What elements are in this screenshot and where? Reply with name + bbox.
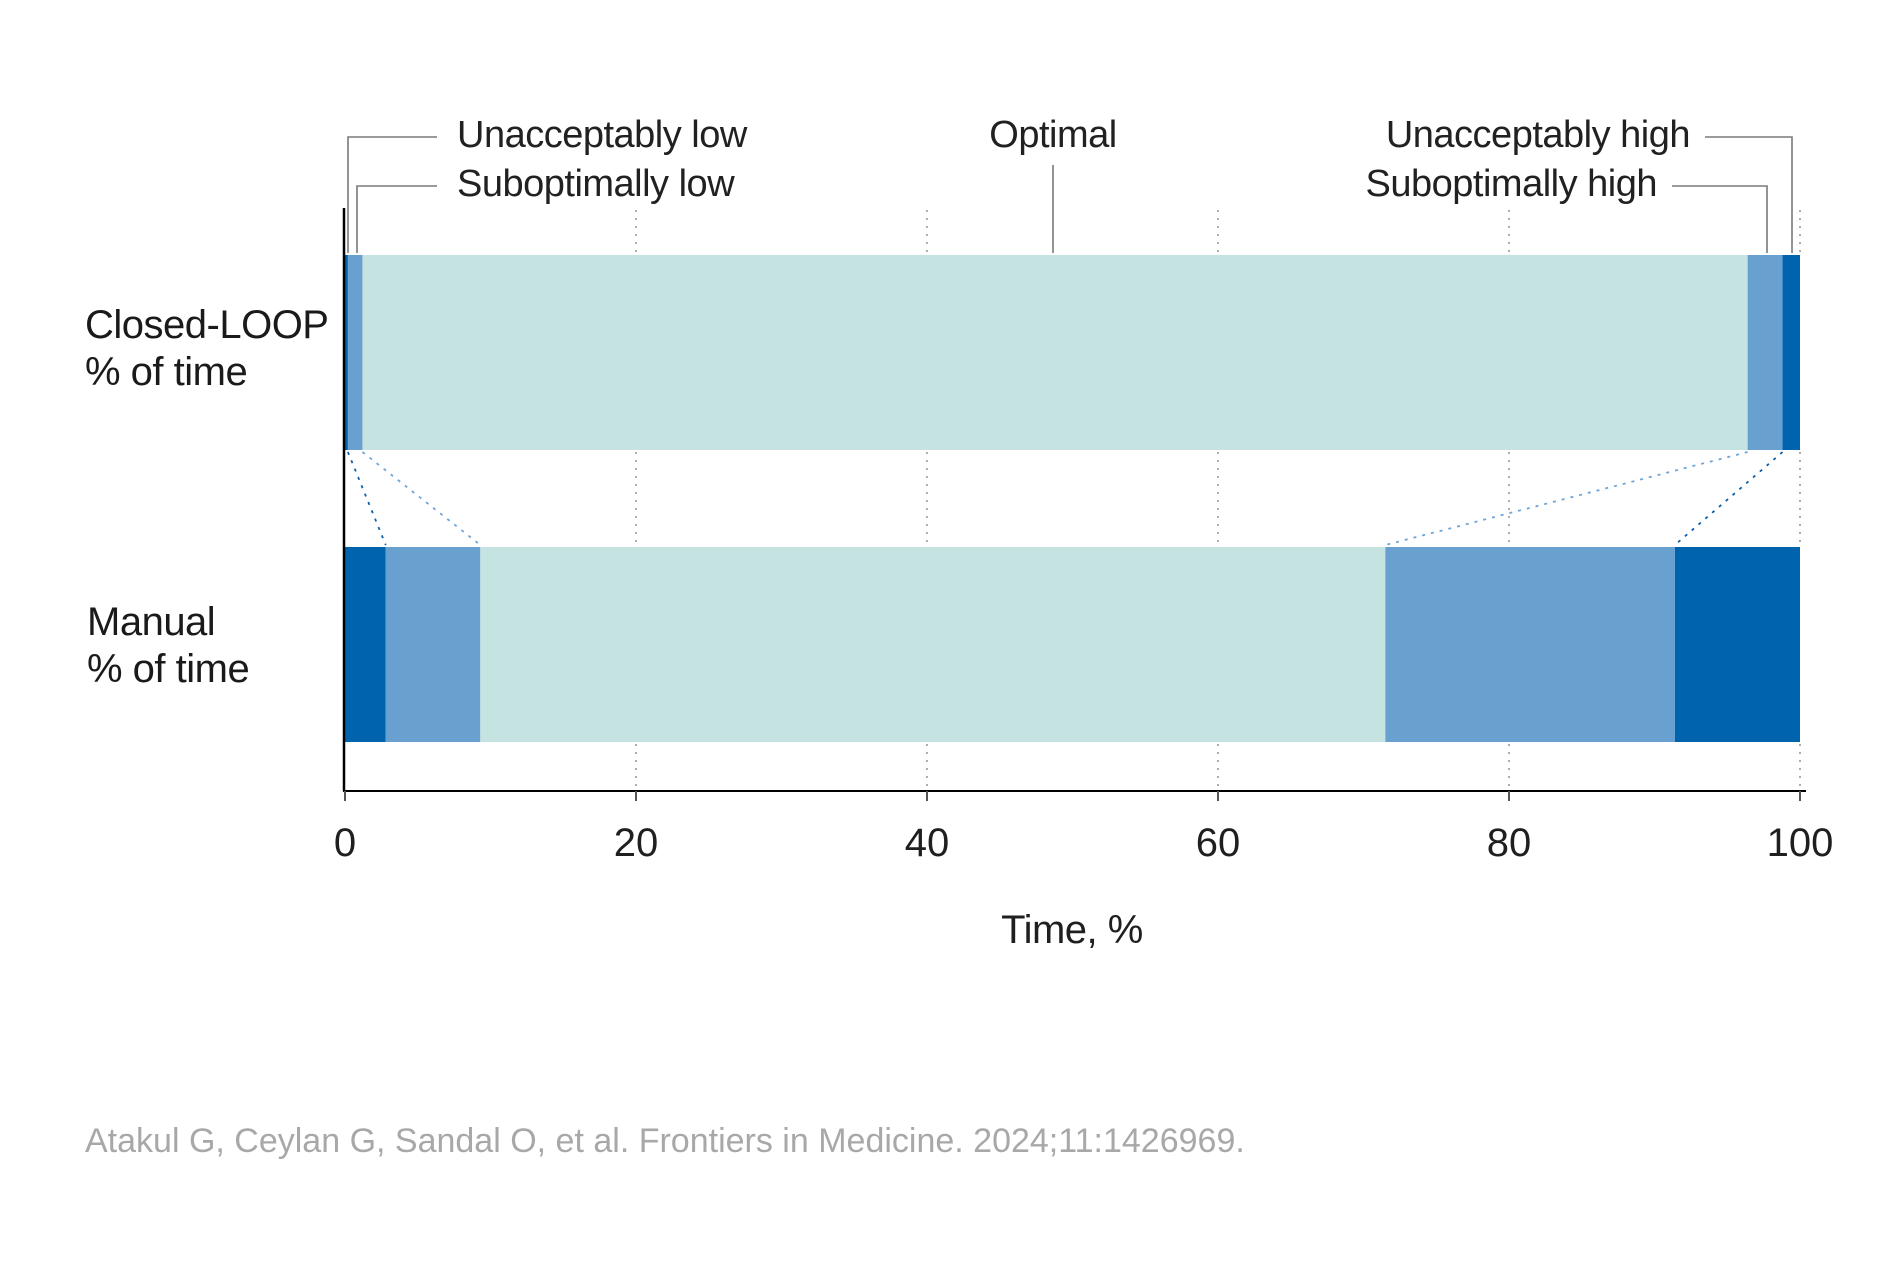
x-axis-title: Time, %: [1001, 908, 1143, 952]
x-axis-tick-label: 20: [614, 821, 659, 865]
callout-leader-line: [1672, 185, 1768, 253]
bar-segment-closed-loop-4: [1747, 255, 1783, 450]
bar-segment-manual-3: [480, 547, 1386, 742]
bar-segment-manual-1: [345, 547, 386, 742]
callout-unacceptably-low: Unacceptably low: [457, 114, 747, 156]
callout-leader-line: [347, 136, 437, 253]
bar-segment-closed-loop-5: [1782, 255, 1800, 450]
callout-suboptimally-high: Suboptimally high: [1365, 163, 1658, 205]
bar-segment-closed-loop-2: [347, 255, 363, 450]
callout-suboptimally-low: Suboptimally low: [457, 163, 735, 205]
x-axis-tick-label: 80: [1487, 821, 1532, 865]
segment-connector-line: [1674, 451, 1784, 546]
row-label-closed-loop-line1: Closed-LOOP: [85, 303, 329, 347]
row-label-manual-line2: % of time: [87, 647, 250, 691]
callout-leader-line: [356, 185, 437, 253]
x-axis-tick-label: 40: [905, 821, 950, 865]
x-axis-tick-label: 60: [1196, 821, 1241, 865]
citation-text: Atakul G, Ceylan G, Sandal O, et al. Fro…: [85, 1122, 1245, 1160]
row-label-manual-line1: Manual: [87, 600, 216, 644]
callout-leader-line: [1705, 136, 1793, 253]
segment-connector-line: [1385, 451, 1748, 546]
callout-unacceptably-high: Unacceptably high: [1385, 114, 1691, 156]
x-axis-tick-label: 100: [1767, 821, 1834, 865]
bar-segment-manual-5: [1674, 547, 1800, 742]
bar-segment-closed-loop-3: [362, 255, 1748, 450]
bar-segment-manual-2: [385, 547, 481, 742]
bar-segment-closed-loop-1: [345, 255, 348, 450]
row-label-closed-loop-line2: % of time: [85, 350, 248, 394]
row-label-manual: Manual % of time: [87, 599, 250, 693]
callout-optimal: Optimal: [989, 114, 1117, 156]
segment-connector-line: [347, 451, 387, 546]
segment-connector-line: [361, 451, 481, 546]
x-axis-tick-label: 0: [334, 821, 356, 865]
bar-segment-manual-4: [1385, 547, 1675, 742]
row-label-closed-loop: Closed-LOOP % of time: [85, 302, 329, 396]
